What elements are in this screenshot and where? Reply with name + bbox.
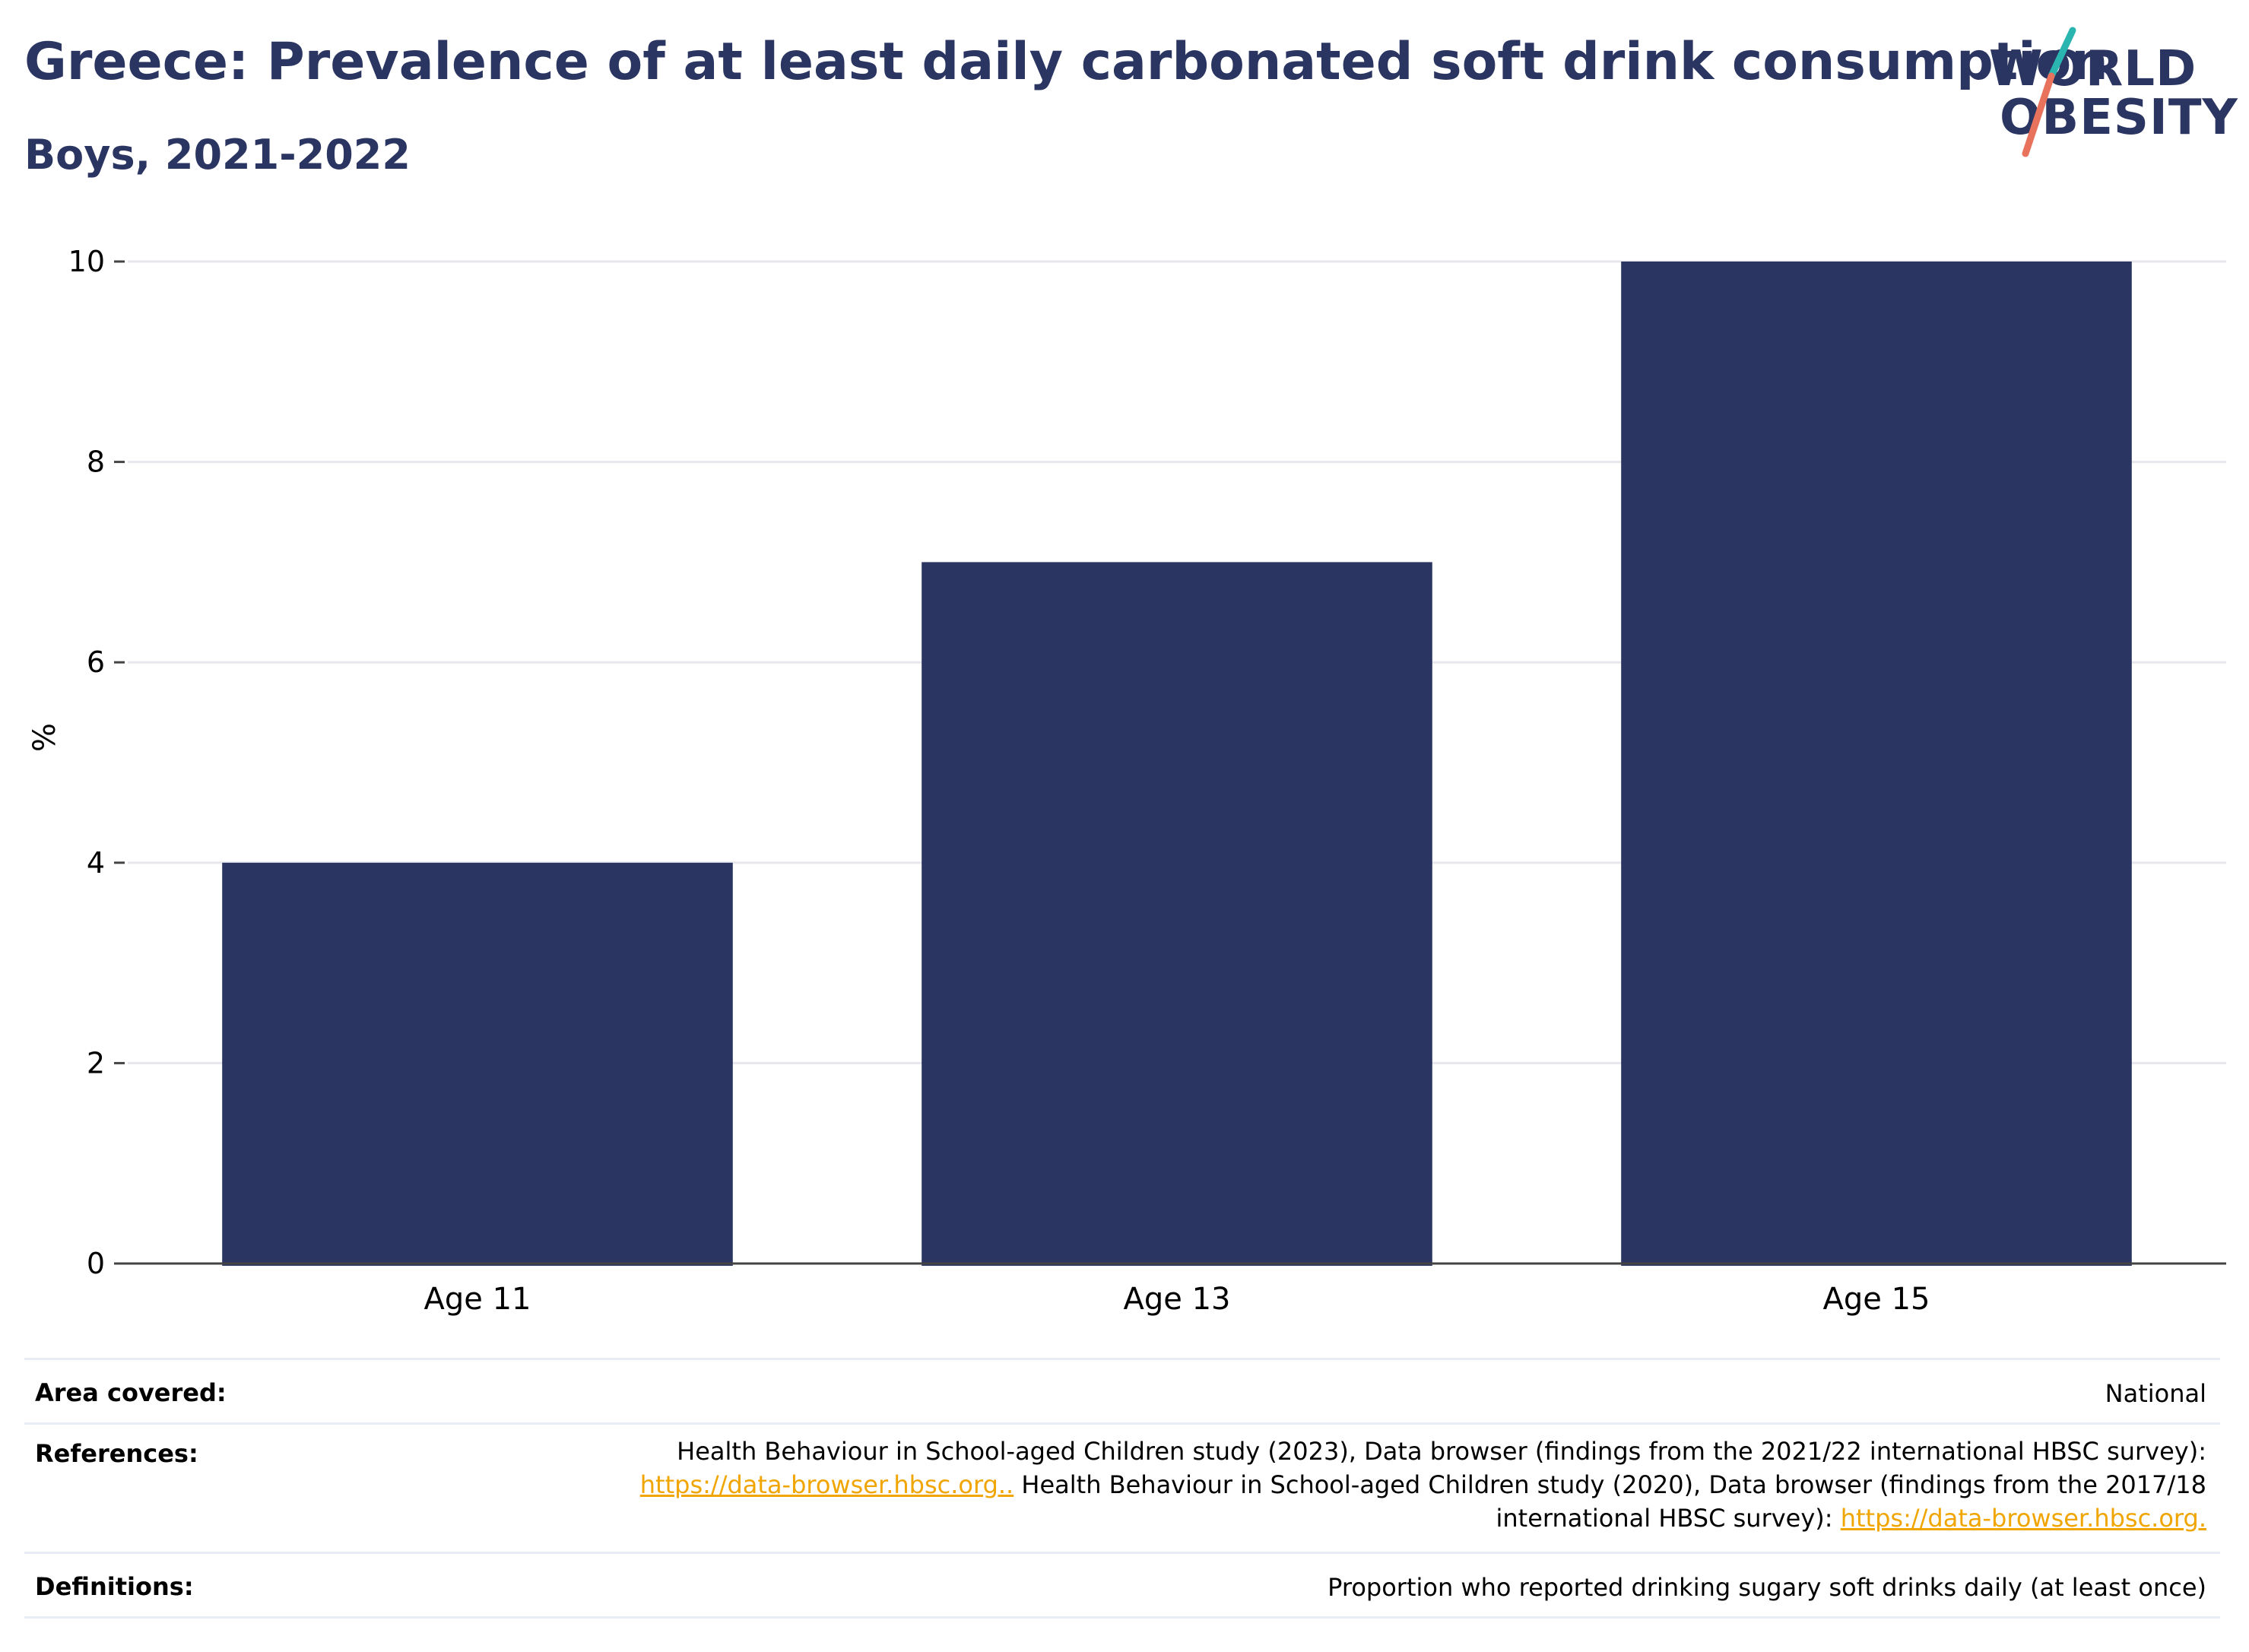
bar-age-11[interactable] (222, 862, 733, 1266)
area-covered-label: Area covered: (35, 1378, 227, 1407)
y-axis-label: % (27, 723, 62, 752)
references-line-2-text: Health Behaviour in School-aged Children… (1013, 1470, 2206, 1499)
references-line-3-text: international HBSC survey): (1496, 1504, 1841, 1533)
axes: 0 2 4 6 8 10 Age 11 Age 13 Age 15 (68, 245, 2226, 1317)
y-tick-label: 0 (87, 1247, 105, 1280)
bars (222, 262, 2132, 1266)
row-area-covered: Area covered: National (24, 1358, 2220, 1425)
chart-subtitle: Boys, 2021-2022 (24, 131, 411, 179)
bar-age-15[interactable] (1621, 262, 2132, 1266)
row-definitions: Definitions: Proportion who reported dri… (24, 1554, 2220, 1619)
y-tick-label: 4 (87, 846, 105, 880)
definitions-value: Proportion who reported drinking sugary … (1328, 1573, 2206, 1602)
x-tick-label: Age 11 (424, 1282, 531, 1317)
x-tick-label: Age 13 (1124, 1282, 1231, 1317)
reference-link-2[interactable]: https://data-browser.hbsc.org. (1840, 1504, 2206, 1533)
references-line-3: international HBSC survey): https://data… (640, 1501, 2206, 1535)
definitions-label: Definitions: (35, 1572, 194, 1601)
logo-word-world: WORLD (1989, 41, 2197, 97)
chart-title: Greece: Prevalence of at least daily car… (24, 32, 2108, 92)
y-tick-label: 2 (87, 1046, 105, 1080)
y-tick-label: 8 (87, 446, 105, 479)
area-covered-value: National (2105, 1379, 2206, 1408)
y-tick-label: 6 (87, 645, 105, 679)
references-line-1: Health Behaviour in School-aged Children… (677, 1437, 2206, 1466)
y-tick-label: 10 (68, 245, 105, 278)
references-value: Health Behaviour in School-aged Children… (640, 1435, 2206, 1535)
logo-slash-icon (2022, 27, 2076, 157)
references-label: References: (35, 1439, 198, 1468)
references-line-2: https://data-browser.hbsc.org.. Health B… (640, 1468, 2206, 1501)
row-references: References: Health Behaviour in School-a… (24, 1422, 2220, 1554)
bar-chart: 0 2 4 6 8 10 Age 11 Age 13 Age 15 % (27, 245, 2226, 1317)
reference-link-1[interactable]: https://data-browser.hbsc.org.. (639, 1470, 1014, 1499)
bar-age-13[interactable] (921, 562, 1432, 1266)
x-tick-label: Age 15 (1823, 1282, 1930, 1317)
world-obesity-logo: WORLD OBESITY (1977, 23, 2238, 167)
